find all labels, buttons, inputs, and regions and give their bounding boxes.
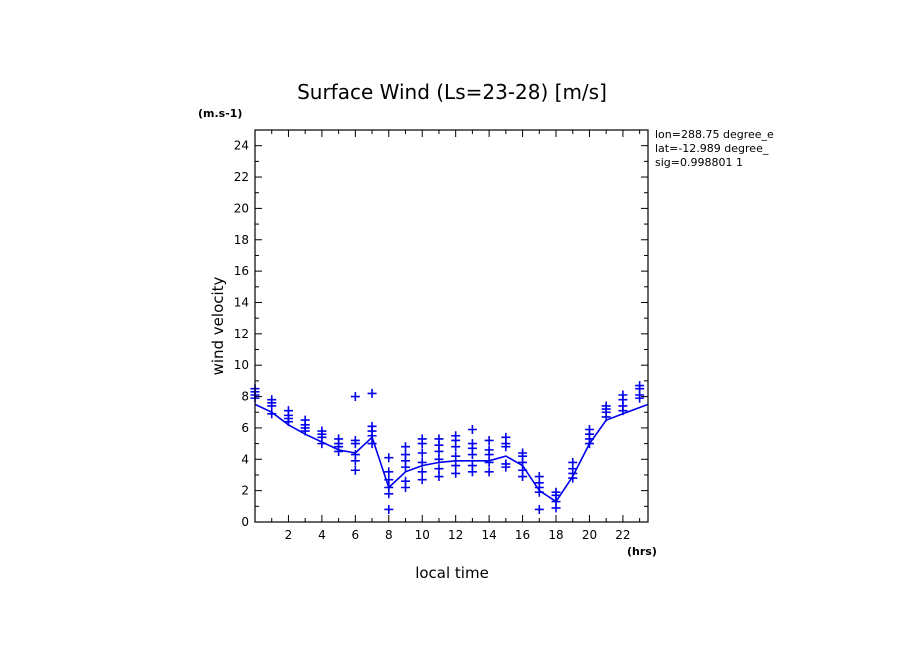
x-tick-label: 6 <box>352 528 360 542</box>
data-point-marker <box>367 439 377 449</box>
y-axis-label: wind velocity <box>209 276 227 375</box>
y-tick-label: 0 <box>241 515 249 529</box>
data-point-marker <box>384 467 394 477</box>
data-point-marker <box>417 448 427 458</box>
data-point-marker <box>417 457 427 467</box>
data-point-marker <box>417 467 427 477</box>
axis-ticks <box>255 129 648 523</box>
data-point-marker <box>484 457 494 467</box>
data-point-marker <box>401 442 411 452</box>
x-tick-label: 12 <box>448 528 463 542</box>
data-point-marker <box>451 468 461 478</box>
data-point-marker <box>283 406 293 416</box>
x-tick-label: 18 <box>548 528 563 542</box>
data-point-marker <box>317 426 327 436</box>
data-point-marker <box>551 487 561 497</box>
data-point-marker <box>300 415 310 425</box>
data-point-marker <box>518 448 528 458</box>
y-tick-label: 4 <box>241 452 249 466</box>
data-point-marker <box>635 381 645 391</box>
x-axis-label: local time <box>415 564 489 582</box>
y-tick-label: 20 <box>234 201 249 215</box>
y-tick-label: 8 <box>241 390 249 404</box>
x-tick-label: 10 <box>415 528 430 542</box>
data-point-marker <box>501 459 511 469</box>
data-point-marker <box>484 435 494 445</box>
y-tick-label: 16 <box>234 264 249 278</box>
annotation-sig: sig=0.998801 1 <box>655 156 743 169</box>
y-tick-label: 6 <box>241 421 249 435</box>
data-point-marker <box>267 409 277 419</box>
x-tick-label: 14 <box>481 528 496 542</box>
data-point-marker <box>601 401 611 411</box>
mean-wind-line <box>254 403 649 503</box>
data-point-marker <box>350 392 360 402</box>
annotation-lon: lon=288.75 degree_e <box>655 128 774 141</box>
data-point-marker <box>384 483 394 493</box>
x-tick-label: 4 <box>318 528 326 542</box>
data-point-marker <box>451 461 461 471</box>
y-tick-label: 2 <box>241 484 249 498</box>
data-point-marker <box>434 464 444 474</box>
data-point-marker <box>501 432 511 442</box>
y-tick-label: 18 <box>234 233 249 247</box>
annotation-clip <box>778 125 904 170</box>
data-point-marker <box>401 476 411 486</box>
x-unit-label: (hrs) <box>627 545 657 558</box>
y-tick-label: 24 <box>234 139 249 153</box>
data-point-marker <box>484 445 494 455</box>
data-point-marker <box>467 461 477 471</box>
x-tick-label: 20 <box>582 528 597 542</box>
data-point-marker <box>417 475 427 485</box>
data-point-marker <box>384 504 394 514</box>
y-tick-label: 10 <box>234 358 249 372</box>
y-unit-label: (m.s-1) <box>198 107 242 120</box>
data-point-marker <box>584 424 594 434</box>
data-point-marker <box>534 504 544 514</box>
data-point-marker <box>417 434 427 444</box>
x-tick-label: 2 <box>285 528 293 542</box>
data-point-marker <box>334 434 344 444</box>
data-point-marker <box>484 467 494 477</box>
data-point-marker <box>568 457 578 467</box>
data-point-marker <box>518 465 528 475</box>
data-point-marker <box>434 434 444 444</box>
data-point-marker <box>350 435 360 445</box>
data-point-marker <box>384 453 394 463</box>
data-point-marker <box>534 472 544 482</box>
annotation-lat: lat=-12.989 degree_ <box>655 142 769 155</box>
data-point-marker <box>367 421 377 431</box>
chart-title: Surface Wind (Ls=23-28) [m/s] <box>297 80 607 104</box>
data-point-marker <box>350 465 360 475</box>
x-tick-label: 16 <box>515 528 530 542</box>
data-point-marker <box>467 424 477 434</box>
data-point-marker <box>267 395 277 405</box>
data-point-marker <box>451 451 461 461</box>
data-point-marker <box>618 390 628 400</box>
data-point-marker <box>350 450 360 460</box>
data-point-marker <box>451 431 461 441</box>
y-tick-label: 12 <box>234 327 249 341</box>
plot-frame <box>254 129 649 523</box>
x-tick-label: 22 <box>615 528 630 542</box>
data-point-marker <box>434 472 444 482</box>
data-point-marker <box>434 454 444 464</box>
data-point-marker <box>401 450 411 460</box>
data-point-marker <box>384 475 394 485</box>
data-point-marker <box>467 439 477 449</box>
data-marks <box>250 381 649 514</box>
y-tick-label: 14 <box>234 295 249 309</box>
y-tick-label: 22 <box>234 170 249 184</box>
data-point-marker <box>367 388 377 398</box>
x-tick-label: 8 <box>385 528 393 542</box>
